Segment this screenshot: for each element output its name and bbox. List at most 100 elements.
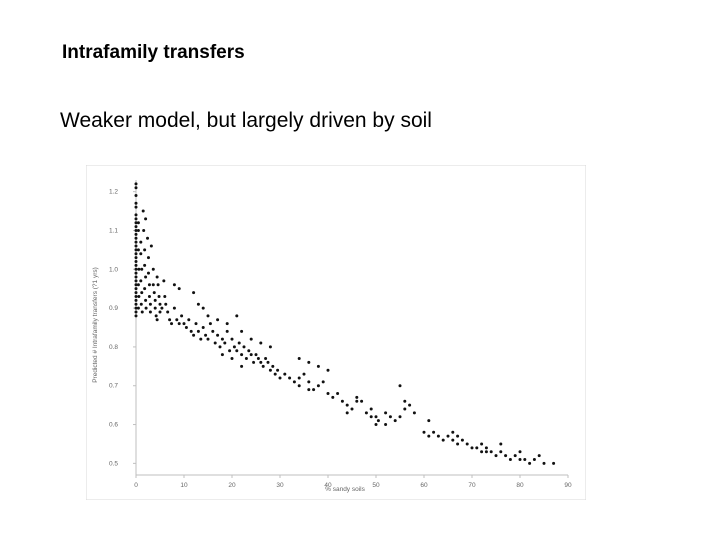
data-point xyxy=(194,322,198,326)
x-axis-label: % sandy soils xyxy=(325,486,365,493)
data-point xyxy=(160,306,164,310)
data-point xyxy=(196,329,200,333)
data-point xyxy=(456,434,460,438)
data-point xyxy=(225,322,229,326)
data-point xyxy=(249,353,253,357)
data-point xyxy=(134,275,138,279)
data-point xyxy=(259,360,263,364)
data-point xyxy=(137,267,141,271)
data-point xyxy=(273,372,277,376)
data-point xyxy=(326,368,330,372)
data-point xyxy=(374,423,378,427)
data-point xyxy=(247,349,251,353)
data-point xyxy=(134,201,138,205)
data-point xyxy=(146,236,150,240)
x-tick-label: 40 xyxy=(324,482,332,489)
data-point xyxy=(499,450,503,454)
data-point xyxy=(350,407,354,411)
data-point xyxy=(451,438,455,442)
data-point xyxy=(189,329,193,333)
data-point xyxy=(204,333,208,337)
data-point xyxy=(480,442,484,446)
data-point xyxy=(134,267,138,271)
data-point xyxy=(268,345,272,349)
data-point xyxy=(140,310,144,314)
data-point xyxy=(393,419,397,423)
data-point xyxy=(369,415,373,419)
data-point xyxy=(153,298,157,302)
data-point xyxy=(552,461,556,465)
data-point xyxy=(151,283,155,287)
data-point xyxy=(140,267,144,271)
data-point xyxy=(155,275,159,279)
y-tick-label: 1.1 xyxy=(109,227,118,234)
y-tick-label: 0.5 xyxy=(109,460,118,467)
data-point xyxy=(152,291,156,295)
data-point xyxy=(156,283,160,287)
data-point xyxy=(216,318,220,322)
data-point xyxy=(256,357,260,361)
data-point xyxy=(220,353,224,357)
data-point xyxy=(192,333,196,337)
data-point xyxy=(139,240,143,244)
data-point xyxy=(143,287,147,291)
data-point xyxy=(182,322,186,326)
data-point xyxy=(355,395,359,399)
data-point xyxy=(345,403,349,407)
data-point xyxy=(235,349,239,353)
data-point xyxy=(158,310,162,314)
data-point xyxy=(427,419,431,423)
data-point xyxy=(143,248,147,252)
data-point xyxy=(170,322,174,326)
data-point xyxy=(369,407,373,411)
data-point xyxy=(134,310,138,314)
data-point xyxy=(403,399,407,403)
data-point xyxy=(528,461,532,465)
data-point xyxy=(403,407,407,411)
data-point xyxy=(518,457,522,461)
data-point xyxy=(494,454,498,458)
slide-subtitle: Weaker model, but largely driven by soil xyxy=(60,109,432,132)
data-point xyxy=(235,314,239,318)
data-point xyxy=(137,294,141,298)
data-point xyxy=(266,360,270,364)
slide-title: Intrafamily transfers xyxy=(62,42,245,63)
data-point xyxy=(364,411,368,415)
data-point xyxy=(360,399,364,403)
data-point xyxy=(140,291,144,295)
data-point xyxy=(148,302,152,306)
data-point xyxy=(134,232,138,236)
data-point xyxy=(388,415,392,419)
data-point xyxy=(225,329,229,333)
data-point xyxy=(134,252,138,256)
data-point xyxy=(136,228,140,232)
data-point xyxy=(499,442,503,446)
data-point xyxy=(326,391,330,395)
data-point xyxy=(480,450,484,454)
data-point xyxy=(144,298,148,302)
data-point xyxy=(230,337,234,341)
data-point xyxy=(134,279,138,283)
data-point xyxy=(147,294,151,298)
data-point xyxy=(206,337,210,341)
data-point xyxy=(259,341,263,345)
data-point xyxy=(142,228,146,232)
data-point xyxy=(134,302,138,306)
data-point xyxy=(158,302,162,306)
data-point xyxy=(240,329,244,333)
data-point xyxy=(412,411,416,415)
data-point xyxy=(136,306,140,310)
data-point xyxy=(136,248,140,252)
data-point xyxy=(192,291,196,295)
data-point xyxy=(436,434,440,438)
data-point xyxy=(146,256,150,260)
y-axis-label: Predicted # Intrafamily transfers (?1 yr… xyxy=(92,267,99,383)
data-point xyxy=(398,384,402,388)
data-point xyxy=(460,438,464,442)
data-point xyxy=(146,271,150,275)
data-point xyxy=(228,349,232,353)
data-point xyxy=(164,302,168,306)
data-point xyxy=(134,294,138,298)
data-point xyxy=(136,283,140,287)
data-point xyxy=(141,209,145,213)
